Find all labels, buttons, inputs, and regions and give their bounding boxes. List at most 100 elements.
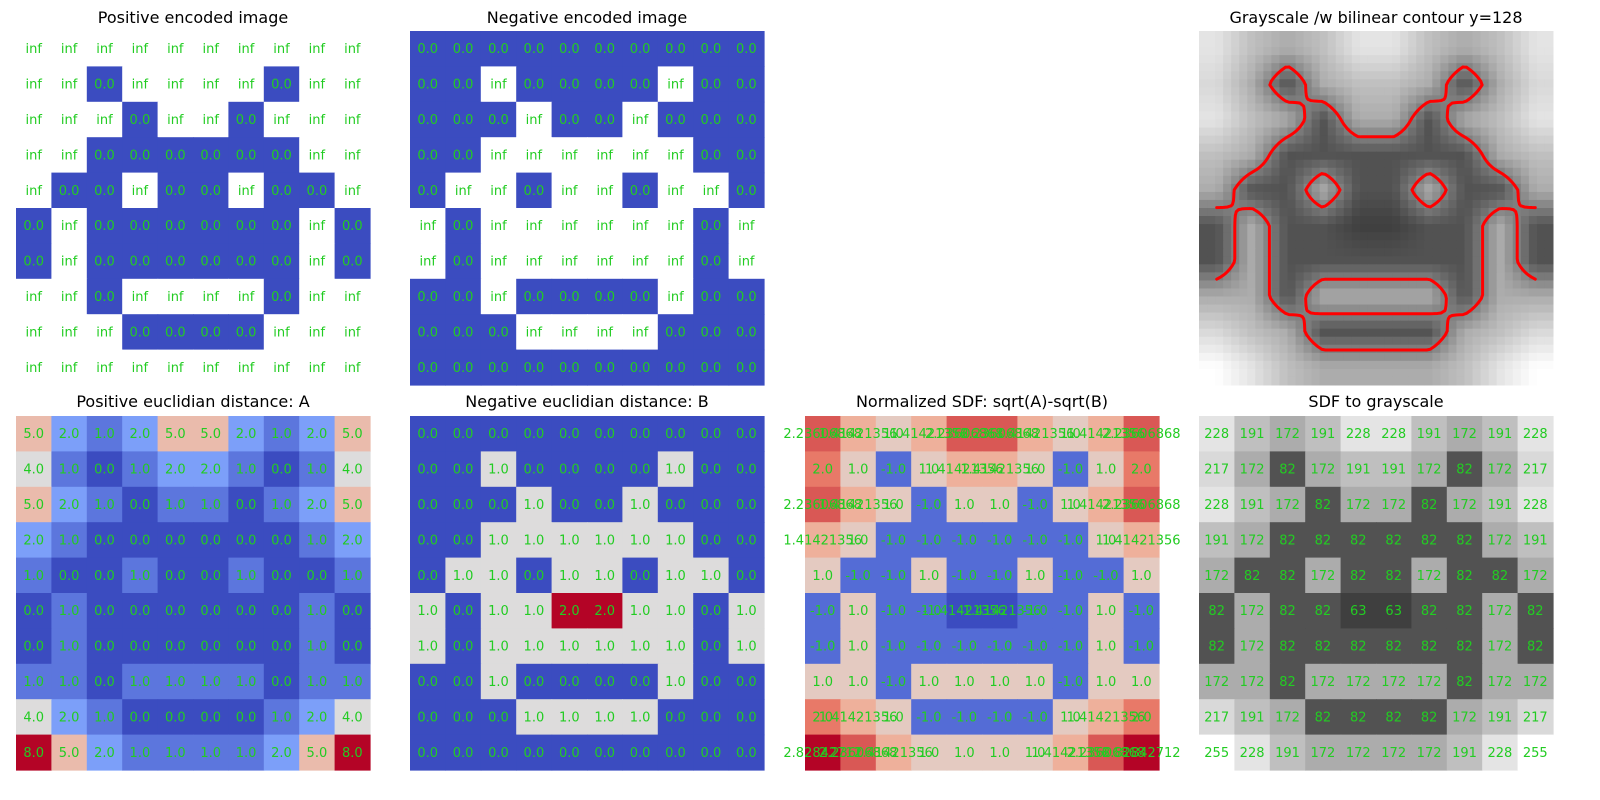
heatmap-cell <box>551 66 588 103</box>
heatmap-cell <box>122 486 159 523</box>
image-pixel <box>1520 336 1530 346</box>
cell-value-label: 0.0 <box>488 498 509 513</box>
image-pixel <box>1432 63 1441 72</box>
image-pixel <box>1528 248 1538 257</box>
heatmap-cell <box>982 593 1018 629</box>
cell-value-label: 1.0 <box>271 427 292 442</box>
heatmap-cell <box>693 31 730 67</box>
heatmap-cell <box>875 593 912 629</box>
heatmap-cell <box>622 243 659 280</box>
image-pixel <box>1480 183 1490 193</box>
cell-value-label: inf <box>526 255 543 270</box>
image-pixel <box>1456 304 1465 314</box>
heatmap-cell <box>1199 734 1235 771</box>
cell-value-label: 1.0 <box>342 675 363 690</box>
heatmap-cell <box>410 486 446 523</box>
heatmap-cell <box>86 628 123 665</box>
image-pixel <box>1432 224 1441 233</box>
image-pixel <box>1279 368 1288 378</box>
image-pixel <box>1359 360 1369 370</box>
image-pixel <box>1319 39 1329 48</box>
cell-value-label: 0.0 <box>200 533 221 548</box>
image-pixel <box>1536 191 1546 201</box>
heatmap-cell <box>805 451 841 488</box>
heatmap-cell <box>622 31 659 67</box>
image-pixel <box>1464 175 1474 185</box>
image-pixel <box>1295 280 1305 289</box>
image-pixel <box>1408 256 1417 265</box>
image-pixel <box>1528 119 1538 129</box>
heatmap-cell <box>1305 451 1342 488</box>
image-pixel <box>1488 143 1498 153</box>
heatmap-cell <box>805 557 841 594</box>
image-pixel <box>1303 119 1313 129</box>
cell-value-label: 1.0 <box>812 675 833 690</box>
cell-value-label: 0.0 <box>594 290 615 305</box>
image-pixel <box>1351 39 1361 48</box>
heatmap-cell <box>1269 699 1306 736</box>
image-pixel <box>1335 232 1345 241</box>
image-pixel <box>1376 151 1385 161</box>
image-pixel <box>1215 248 1224 257</box>
image-pixel <box>1384 31 1393 40</box>
heatmap-cell <box>122 66 159 103</box>
image-pixel <box>1263 256 1272 265</box>
image-pixel <box>1472 360 1482 370</box>
image-pixel <box>1231 336 1240 346</box>
heatmap-cell <box>334 628 371 665</box>
image-pixel <box>1335 312 1345 322</box>
image-pixel <box>1488 71 1498 80</box>
image-pixel <box>1376 208 1385 217</box>
cell-value-label: 2.0 <box>271 746 292 761</box>
image-pixel <box>1440 248 1449 257</box>
heatmap-cell <box>1052 486 1089 523</box>
image-pixel <box>1384 175 1393 185</box>
image-pixel <box>1287 199 1297 209</box>
image-pixel <box>1359 159 1369 169</box>
image-pixel <box>1496 47 1506 56</box>
heatmap-cell <box>728 314 765 351</box>
heatmap-cell <box>1088 699 1125 736</box>
heatmap-cell <box>805 416 841 452</box>
image-pixel <box>1223 47 1232 56</box>
image-pixel <box>1504 111 1514 120</box>
image-pixel <box>1199 328 1208 338</box>
cell-value-label: inf <box>490 148 507 163</box>
heatmap-cell <box>228 557 265 594</box>
image-pixel <box>1287 79 1297 88</box>
image-pixel <box>1215 312 1224 322</box>
image-pixel <box>1359 199 1369 209</box>
image-pixel <box>1416 143 1425 153</box>
cell-value-label: -1.0 <box>1058 675 1083 690</box>
image-pixel <box>1247 119 1256 129</box>
heatmap-cell <box>1088 416 1125 452</box>
image-pixel <box>1327 159 1337 169</box>
image-pixel <box>1528 31 1538 40</box>
heatmap-cell <box>516 593 553 629</box>
image-pixel <box>1231 31 1240 40</box>
image-pixel <box>1480 344 1490 354</box>
cell-value-label: 0.0 <box>342 219 363 234</box>
heatmap-cell <box>86 31 123 67</box>
image-pixel <box>1327 135 1337 145</box>
image-pixel <box>1311 352 1321 362</box>
image-pixel <box>1536 143 1546 153</box>
image-pixel <box>1480 320 1490 330</box>
heatmap-cell <box>16 314 52 351</box>
heatmap-cell <box>410 101 446 138</box>
image-pixel <box>1440 167 1449 177</box>
cell-value-label: 82 <box>1385 569 1402 584</box>
heatmap-cell <box>875 486 912 523</box>
image-pixel <box>1231 95 1240 104</box>
cell-value-label: 63 <box>1350 604 1367 619</box>
cell-value-label: 0.0 <box>453 78 474 93</box>
image-pixel <box>1376 31 1385 40</box>
image-pixel <box>1400 304 1409 314</box>
image-pixel <box>1207 119 1216 129</box>
image-pixel <box>1263 63 1272 72</box>
image-pixel <box>1440 296 1449 306</box>
image-pixel <box>1376 191 1385 201</box>
cell-value-label: 4.0 <box>23 710 44 725</box>
image-pixel <box>1536 167 1546 177</box>
cell-value-label: -1.0 <box>881 533 906 548</box>
